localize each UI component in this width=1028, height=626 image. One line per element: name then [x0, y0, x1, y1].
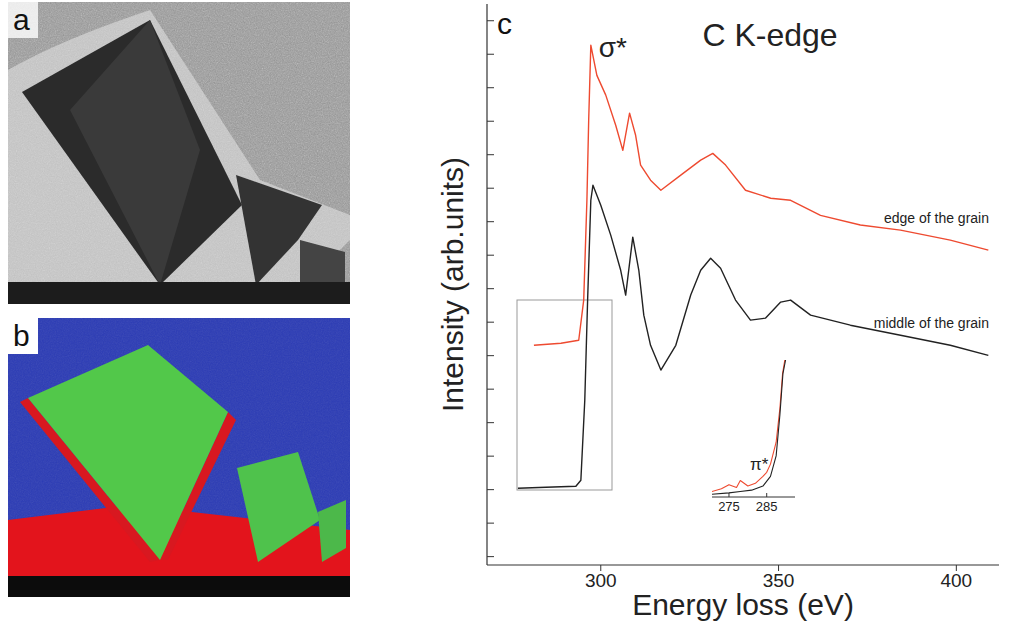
inset-line: [712, 360, 785, 492]
substrate: [8, 576, 350, 597]
y-tick: [487, 87, 494, 88]
y-tick: [487, 54, 494, 55]
x-axis: [487, 564, 999, 565]
series-label: edge of the grain: [884, 210, 989, 226]
panel-label: c: [497, 7, 512, 40]
panel-label: a: [13, 3, 30, 36]
annotation: σ*: [599, 32, 627, 63]
y-axis-title: Intensity (arb.units): [436, 157, 469, 412]
green-region: [237, 452, 320, 562]
spectrum-line: [518, 185, 988, 488]
y-tick: [487, 20, 494, 21]
inset-x-tick-label: 275: [718, 499, 740, 514]
y-tick: [487, 489, 494, 490]
green-region: [318, 500, 346, 562]
y-tick: [487, 121, 494, 122]
label-patch: [8, 318, 38, 354]
series-group: [518, 45, 988, 488]
spectrum-line: [534, 45, 988, 345]
crystal: [300, 240, 345, 286]
green-region: [28, 345, 228, 560]
y-tick: [487, 255, 494, 256]
y-tick: [487, 154, 494, 155]
crystal-facet: [70, 20, 200, 285]
inset-series-group: [712, 360, 786, 494]
x-axis-title: Energy loss (eV): [632, 588, 854, 621]
y-tick: [487, 556, 494, 557]
zoom-box: [517, 300, 612, 490]
inset-x-axis: [712, 497, 795, 498]
panel-c: 300350400Energy loss (eV)Intensity (arb.…: [436, 4, 999, 621]
micrograph-noise: [8, 2, 350, 304]
y-tick: [487, 523, 494, 524]
y-tick: [487, 389, 494, 390]
series-label: middle of the grain: [874, 315, 989, 331]
y-tick: [487, 355, 494, 356]
micrograph-ground: [8, 2, 350, 304]
crystal: [22, 20, 242, 285]
label-patch: [8, 2, 38, 38]
inset-x-tick: [766, 493, 767, 497]
panel-a: a: [8, 2, 350, 304]
map-noise: [8, 318, 350, 597]
y-tick: [487, 456, 494, 457]
x-tick-label: 300: [585, 570, 617, 591]
chart-title: C K-edge: [702, 17, 837, 53]
halo: [8, 10, 350, 300]
y-tick: [487, 322, 494, 323]
inset: 275 285 π*: [712, 360, 795, 514]
y-tick: [487, 221, 494, 222]
substrate: [8, 282, 350, 304]
x-tick-label: 400: [940, 570, 972, 591]
figure: ab300350400Energy loss (eV)Intensity (ar…: [0, 0, 1028, 626]
panel-label: b: [13, 319, 30, 352]
y-tick: [487, 188, 494, 189]
y-tick: [487, 422, 494, 423]
y-tick: [487, 288, 494, 289]
inset-annotation: π*: [750, 455, 769, 474]
inset-x-tick-label: 285: [756, 499, 778, 514]
inset-line: [712, 360, 786, 494]
inset-x-tick: [728, 493, 729, 497]
map-ground: [8, 318, 350, 597]
panel-b: b: [8, 318, 350, 597]
